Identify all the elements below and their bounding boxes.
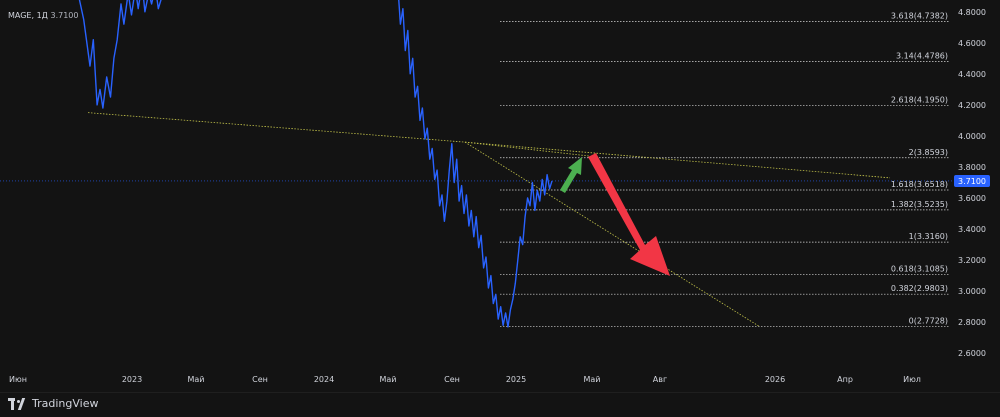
interval-label: 1Д xyxy=(36,11,48,20)
x-tick-label: Май xyxy=(187,375,204,384)
x-tick-label: 2026 xyxy=(765,375,785,384)
y-tick-label: 4.4000 xyxy=(958,70,986,79)
x-tick-label: Июн xyxy=(9,375,27,384)
trend-line xyxy=(464,141,761,328)
fib-level-label: 0.382(2.9803) xyxy=(891,284,948,293)
tradingview-icon xyxy=(8,397,26,410)
symbol-header: MAGE, 1Д 3.7100 xyxy=(8,11,79,20)
x-tick-label: Июл xyxy=(903,375,921,384)
y-tick-label: 3.2000 xyxy=(958,256,986,265)
x-tick-label: Май xyxy=(379,375,396,384)
y-tick-label: 4.8000 xyxy=(958,8,986,17)
symbol-name: MAGE xyxy=(8,11,32,20)
fib-level-label: 1(3.3160) xyxy=(909,232,948,241)
price-line xyxy=(398,0,553,328)
y-tick-label: 4.2000 xyxy=(958,101,986,110)
x-tick-label: Май xyxy=(583,375,600,384)
fib-level-label: 2(3.8593) xyxy=(909,148,948,157)
x-tick-label: 2024 xyxy=(314,375,334,384)
x-tick-label: Авг xyxy=(653,375,667,384)
trend-line xyxy=(464,141,891,179)
y-tick-label: 3.0000 xyxy=(958,287,986,296)
x-tick-label: 2023 xyxy=(122,375,142,384)
x-tick-label: Сен xyxy=(252,375,268,384)
current-price-tag xyxy=(954,174,990,187)
footer-bar: TradingView xyxy=(0,392,1000,417)
fib-level-label: 0.618(3.1085) xyxy=(891,264,948,273)
up-arrow-icon xyxy=(560,157,582,193)
y-tick-label: 2.6000 xyxy=(958,349,986,358)
y-tick-label: 4.0000 xyxy=(958,132,986,141)
fib-level-label: 1.618(3.6518) xyxy=(891,180,948,189)
price-chart[interactable]: 4.8000 4.6000 4.4000 4.2000 4.0000 3.8000 3.60… xyxy=(0,0,1000,392)
tradingview-logo[interactable]: TradingView xyxy=(8,397,98,410)
y-tick-label: 3.4000 xyxy=(958,225,986,234)
x-tick-label: 2025 xyxy=(506,375,526,384)
header-price: 3.7100 xyxy=(50,11,79,20)
fib-level-label: 2.618(4.1950) xyxy=(891,96,948,105)
fib-level-label: 1.382(3.5235) xyxy=(891,200,948,209)
x-tick-label: Сен xyxy=(444,375,460,384)
fib-level-label: 3.618(4.7382) xyxy=(891,11,948,20)
price-line xyxy=(78,0,162,109)
y-tick-label: 3.8000 xyxy=(958,163,986,172)
trend-line xyxy=(87,112,466,143)
fib-level-label: 3.14(4.4786) xyxy=(896,52,948,61)
y-tick-label: 4.6000 xyxy=(958,39,986,48)
brand-name: TradingView xyxy=(32,397,99,410)
fib-level-label: 0(2.7728) xyxy=(909,316,948,325)
y-tick-label: 2.8000 xyxy=(958,318,986,327)
down-arrow-icon xyxy=(588,153,670,276)
price-axis[interactable] xyxy=(952,0,1000,392)
x-tick-label: Апр xyxy=(837,375,853,384)
current-price-label: 3.7100 xyxy=(958,177,986,186)
y-tick-label: 3.6000 xyxy=(958,194,986,203)
